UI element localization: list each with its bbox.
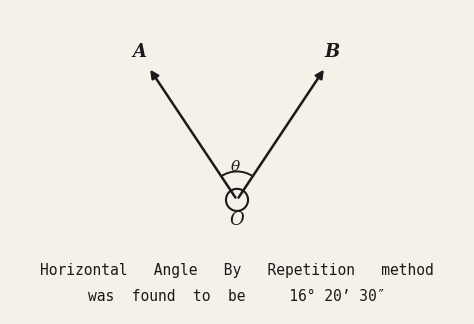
Text: θ: θ <box>231 160 240 174</box>
Text: B: B <box>324 42 339 61</box>
Text: Horizontal   Angle   By   Repetition   method: Horizontal Angle By Repetition method <box>40 263 434 278</box>
Text: A: A <box>132 42 146 61</box>
Text: was  found  to  be     16° 20’ 30″: was found to be 16° 20’ 30″ <box>88 289 386 304</box>
Text: O: O <box>229 211 245 229</box>
